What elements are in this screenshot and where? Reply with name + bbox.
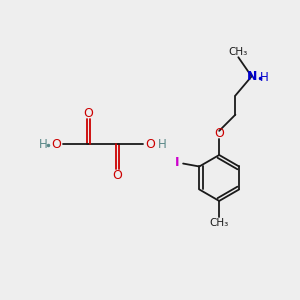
Text: CH₃: CH₃ <box>229 47 248 57</box>
Text: O: O <box>145 138 155 151</box>
Text: H: H <box>158 138 166 151</box>
Text: O: O <box>83 107 93 120</box>
Text: H: H <box>260 71 268 84</box>
Text: O: O <box>51 138 61 151</box>
Text: I: I <box>175 156 179 169</box>
Text: CH₃: CH₃ <box>210 218 229 228</box>
Text: O: O <box>214 127 224 140</box>
Text: O: O <box>113 169 122 182</box>
Text: H: H <box>39 138 48 151</box>
Text: N: N <box>246 70 257 83</box>
